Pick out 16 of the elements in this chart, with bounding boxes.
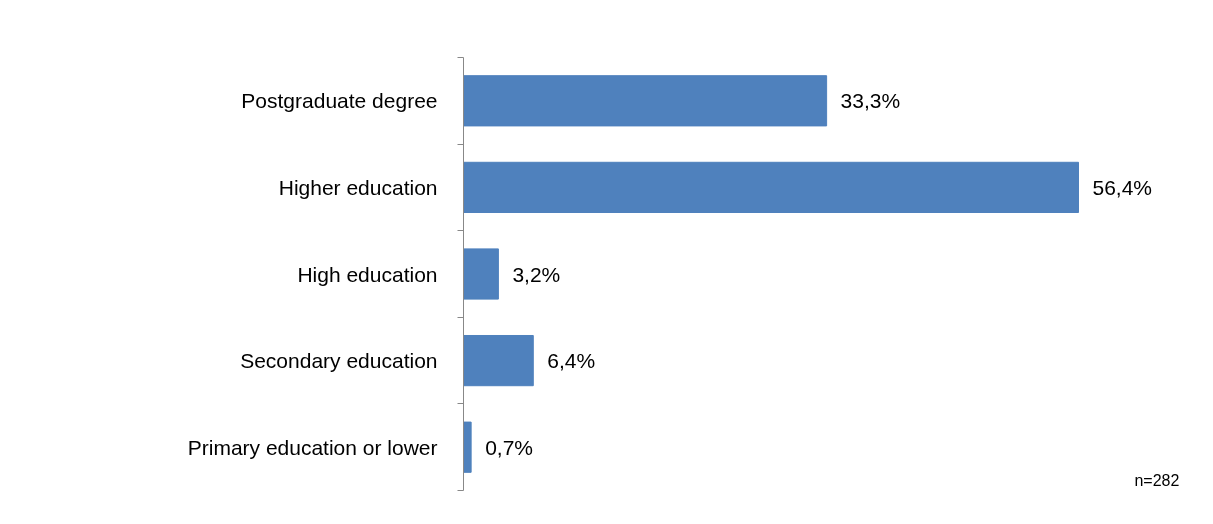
y-tick-label: Primary education or lower <box>187 435 438 459</box>
bar <box>463 334 534 387</box>
y-tick-label: High education <box>297 262 438 286</box>
data-label: 6,4% <box>547 349 596 373</box>
bar <box>463 421 472 473</box>
bar <box>463 248 499 300</box>
bar <box>463 75 828 127</box>
data-label: 56,4% <box>1092 175 1153 199</box>
bar <box>463 161 1079 214</box>
data-label: 33,3% <box>840 89 901 113</box>
y-tick-label: Higher education <box>278 175 438 199</box>
y-tick-label: Secondary education <box>240 349 438 373</box>
text: n=282 <box>1134 471 1180 489</box>
data-label: 3,2% <box>512 262 561 286</box>
data-label: 0,7% <box>485 435 534 459</box>
y-tick-label: Postgraduate degree <box>241 89 438 113</box>
